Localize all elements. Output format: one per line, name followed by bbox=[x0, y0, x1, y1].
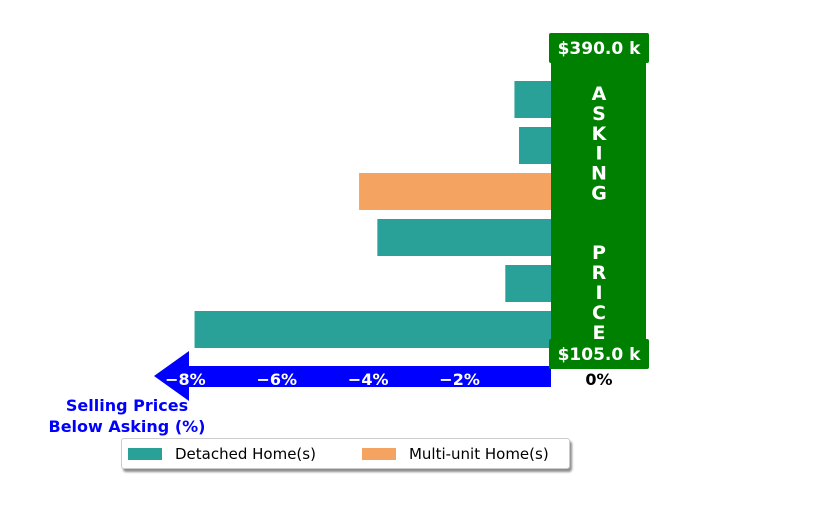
bottom-price-box bbox=[549, 339, 649, 369]
x-tick-label: −4% bbox=[348, 370, 389, 389]
x-tick-label: −2% bbox=[439, 370, 480, 389]
asking-price-letter: E bbox=[593, 322, 606, 344]
top-price-label: $390.0 k bbox=[558, 39, 642, 59]
asking-price-letter: S bbox=[592, 103, 606, 125]
x-tick-label: 0% bbox=[585, 370, 612, 389]
top-price-box bbox=[549, 33, 649, 63]
bar-detached-2 bbox=[519, 127, 551, 164]
x-tick-label: −6% bbox=[257, 370, 298, 389]
asking-price-letter: R bbox=[592, 262, 607, 284]
x-tick-labels: −8% −6% −4% −2% 0% bbox=[165, 370, 612, 389]
legend-item-multi-unit: Multi-unit Home(s) bbox=[361, 444, 549, 463]
x-axis-arrow bbox=[154, 351, 551, 401]
x-axis-title-line: Below Asking (%) bbox=[49, 417, 206, 436]
legend-label-detached: Detached Home(s) bbox=[175, 444, 316, 463]
legend-label-multi-unit: Multi-unit Home(s) bbox=[408, 444, 549, 463]
x-axis-title-line: Selling Prices bbox=[66, 396, 188, 415]
bar-detached-4 bbox=[377, 219, 551, 256]
asking-price-letter: G bbox=[591, 183, 607, 205]
bar-detached-1 bbox=[514, 81, 551, 118]
x-tick-label: −8% bbox=[165, 370, 206, 389]
asking-price-letter: K bbox=[592, 123, 608, 145]
bar-detached-6 bbox=[194, 311, 552, 348]
legend: Detached Home(s) Multi-unit Home(s) bbox=[121, 438, 570, 469]
legend-item-detached: Detached Home(s) bbox=[128, 445, 316, 463]
asking-price-letter: I bbox=[595, 282, 602, 304]
legend-swatch-detached bbox=[128, 447, 162, 460]
axis-layer bbox=[154, 351, 551, 401]
asking-price-bar bbox=[551, 42, 646, 362]
bars-layer bbox=[194, 81, 552, 348]
asking-price-letter: N bbox=[591, 163, 607, 185]
asking-price-letter: A bbox=[592, 83, 607, 105]
bar-detached-5 bbox=[505, 265, 551, 302]
bar-multi-unit-3 bbox=[359, 173, 551, 210]
x-axis-title: Selling Prices Below Asking (%) bbox=[49, 396, 206, 436]
legend-swatch-multi-unit bbox=[361, 447, 396, 460]
bottom-price-label: $105.0 k bbox=[558, 345, 642, 365]
asking-price-letter: P bbox=[592, 242, 606, 264]
asking-price-letter: C bbox=[592, 302, 606, 324]
asking-price-letter: I bbox=[595, 143, 602, 165]
